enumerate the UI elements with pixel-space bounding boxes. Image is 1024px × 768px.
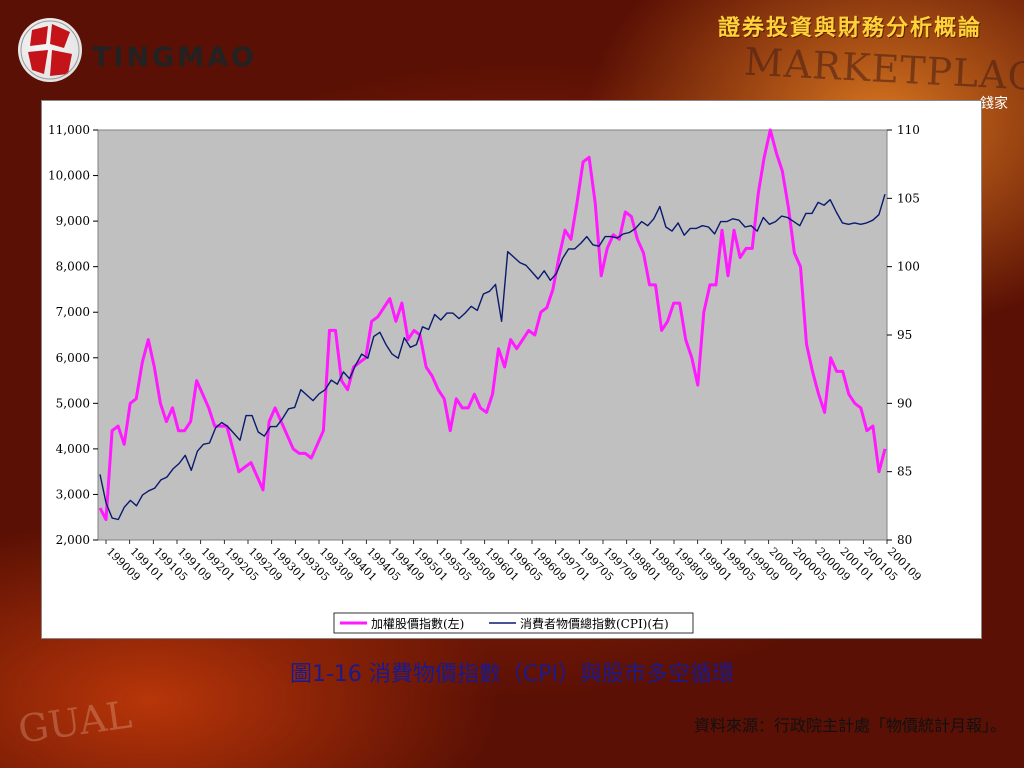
right-tick-label: 85 — [897, 465, 912, 479]
left-tick-label: 8,000 — [56, 260, 90, 274]
right-tick-label: 110 — [897, 123, 920, 137]
tingmao-logo: TINGMAO — [18, 14, 268, 86]
right-tick-label: 105 — [897, 191, 920, 205]
left-tick-label: 7,000 — [56, 305, 90, 319]
left-tick-label: 5,000 — [56, 396, 90, 410]
background-marketplace-sign: MARKETPLACE — [743, 39, 1024, 101]
left-tick-label: 4,000 — [56, 442, 90, 456]
legend: 加權股價指數(左) 消費者物價總指數(CPI)(右) — [333, 612, 694, 634]
series-layer — [98, 128, 887, 521]
header-title: 證券投資與財務分析概論 — [717, 15, 982, 41]
right-tick-label: 90 — [897, 396, 912, 410]
figure-caption: 圖1-16 消費物價指數（CPI）與股市多空循環 — [289, 662, 735, 687]
left-tick-label: 2,000 — [56, 533, 90, 547]
left-tick-label: 11,000 — [48, 123, 90, 137]
chart-svg: 11,000 10,000 9,000 8,000 7,000 6,000 5,000 4,0… — [48, 123, 924, 634]
right-tick-label: 100 — [897, 260, 920, 274]
chart-panel: 11,000 10,000 9,000 8,000 7,000 6,000 5,000 4,0… — [41, 100, 982, 639]
left-tick-label: 9,000 — [56, 214, 90, 228]
logo-seal-icon — [18, 18, 82, 82]
left-tick-label: 10,000 — [48, 169, 90, 183]
background-newspaper-fragment: GUAL — [15, 692, 135, 752]
series-line-cpi — [99, 194, 886, 521]
source-note: 資料來源：行政院主計處「物價統計月報」。 — [693, 716, 1006, 735]
right-axis: 110 105 100 95 90 85 80 — [887, 123, 920, 547]
left-axis: 11,000 10,000 9,000 8,000 7,000 6,000 5,000 4,0… — [48, 123, 98, 547]
x-axis: 1990091991011991051991091992011992051992… — [104, 540, 924, 584]
series-line-stock-index — [98, 128, 887, 521]
plot-area — [97, 129, 888, 541]
legend-label-stock: 加權股價指數(左) — [371, 616, 464, 631]
left-tick-label: 3,000 — [56, 487, 90, 501]
left-tick-label: 6,000 — [56, 351, 90, 365]
right-tick-label: 80 — [897, 533, 912, 547]
side-note: 錢家 — [980, 96, 1008, 112]
legend-label-cpi: 消費者物價總指數(CPI)(右) — [520, 616, 669, 631]
right-tick-label: 95 — [897, 328, 912, 342]
logo-name: TINGMAO — [92, 42, 257, 73]
